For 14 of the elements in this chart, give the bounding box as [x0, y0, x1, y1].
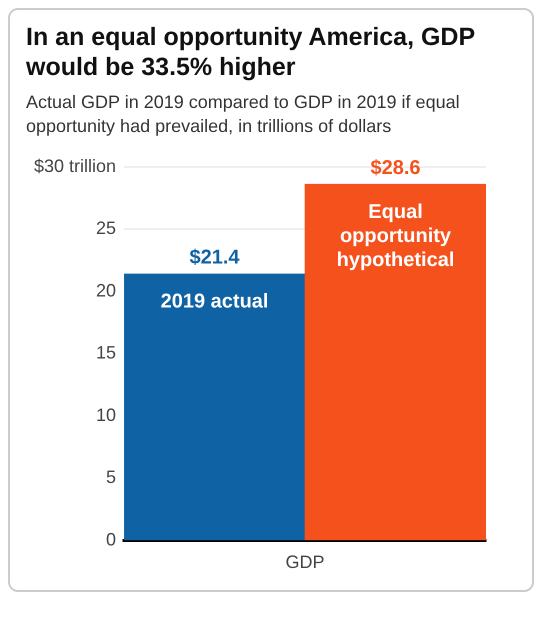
y-tick-label: $30 trillion — [34, 156, 116, 176]
x-tick-label: Equal opportunity hypothetical — [336, 200, 454, 271]
chart-subtitle: Actual GDP in 2019 compared to GDP in 2019 if equal opportunity had prevailed, in trillions of dollars — [26, 91, 461, 138]
y-tick-label: 20 — [96, 280, 116, 300]
y-tick-label: 5 — [106, 467, 116, 488]
data-label: $28.6 — [370, 156, 421, 179]
y-tick-label: 0 — [106, 529, 116, 550]
y-tick-label: 25 — [96, 218, 116, 238]
y-tick-label: 15 — [96, 342, 116, 363]
data-label: $21.4 — [190, 246, 240, 268]
chart-title: In an equal opportunity America, GDP would be 33.5% higher — [26, 22, 476, 82]
x-axis-title: GDP — [286, 552, 325, 572]
x-tick-label: 2019 actual — [160, 290, 268, 312]
y-tick-label: 10 — [96, 404, 116, 425]
